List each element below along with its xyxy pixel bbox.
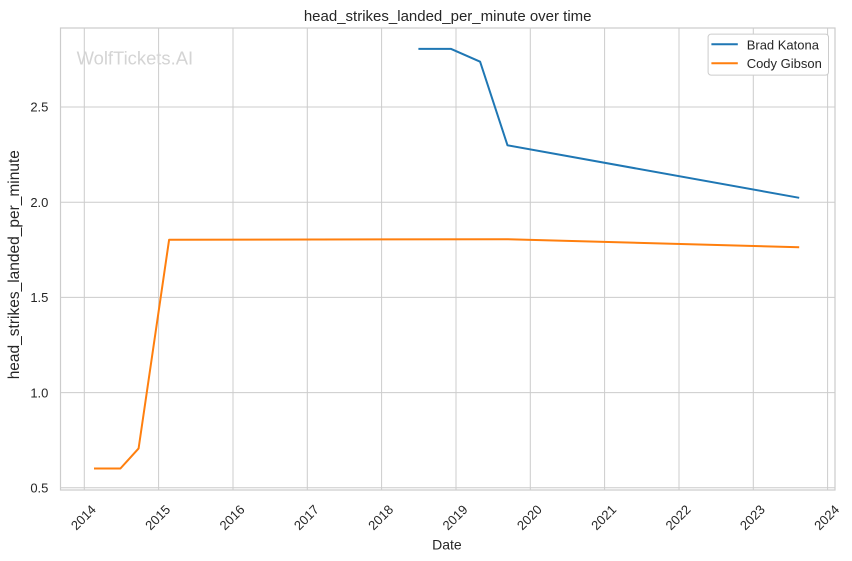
svg-text:Date: Date <box>432 536 462 552</box>
svg-text:Brad Katona: Brad Katona <box>747 37 820 52</box>
svg-text:0.5: 0.5 <box>30 481 48 496</box>
svg-text:1.5: 1.5 <box>30 290 48 305</box>
svg-text:Cody Gibson: Cody Gibson <box>747 56 822 71</box>
svg-text:WolfTickets.AI: WolfTickets.AI <box>77 48 194 69</box>
svg-text:2.0: 2.0 <box>30 195 48 210</box>
svg-text:head_strikes_landed_per_minute: head_strikes_landed_per_minute over time <box>304 8 592 25</box>
svg-text:2.5: 2.5 <box>30 100 48 115</box>
svg-text:head_strikes_landed_per_minute: head_strikes_landed_per_minute <box>6 150 23 379</box>
svg-text:1.0: 1.0 <box>30 385 48 400</box>
